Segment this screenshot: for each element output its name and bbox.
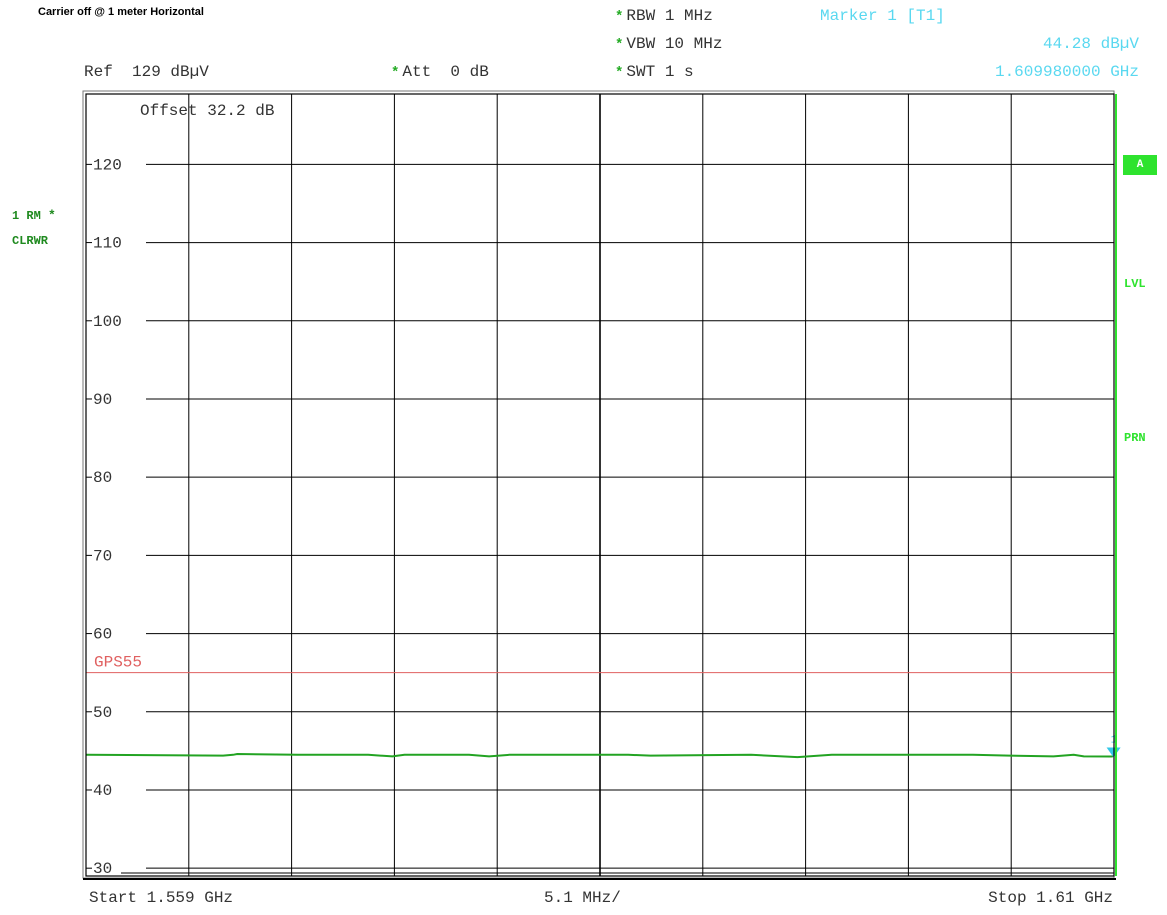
att-value: 0 dB bbox=[450, 63, 489, 81]
traces bbox=[85, 752, 1115, 759]
y-tick-label: 60 bbox=[93, 626, 112, 644]
y-tick-label: 30 bbox=[93, 860, 112, 878]
rbw-star: * bbox=[615, 9, 624, 25]
trace-a-badge: A bbox=[1123, 155, 1157, 175]
y-tick-label: 110 bbox=[93, 235, 122, 253]
trace-star: * bbox=[48, 208, 56, 223]
rbw: * RBW 1 MHz bbox=[615, 7, 713, 25]
inner-frame bbox=[85, 93, 1115, 877]
marker-label: Marker 1 [T1] bbox=[820, 7, 945, 25]
rbw-label: RBW bbox=[626, 7, 656, 25]
marker-frequency: 1.609980000 GHz bbox=[994, 63, 1139, 81]
prn-indicator: PRN bbox=[1124, 431, 1146, 445]
rbw-value: 1 MHz bbox=[664, 7, 713, 25]
trace-label: 1 RM * bbox=[12, 208, 56, 223]
swt-label: SWT bbox=[626, 63, 656, 81]
limit-line-label: GPS55 bbox=[94, 654, 142, 672]
limit-lines: GPS55 bbox=[86, 654, 1114, 674]
trace-label-text: 1 RM bbox=[12, 209, 41, 223]
vbw-label: VBW bbox=[626, 35, 656, 53]
y-tick-label: 120 bbox=[93, 156, 122, 174]
att-star: * bbox=[391, 65, 400, 81]
span-per-division: 5.1 MHz/ bbox=[544, 889, 621, 907]
y-tick-label: 70 bbox=[93, 547, 112, 565]
att-label: Att bbox=[402, 63, 432, 81]
trace-mode: CLRWR bbox=[12, 234, 49, 248]
chart-title: Carrier off @ 1 meter Horizontal bbox=[38, 6, 204, 18]
lvl-indicator: LVL bbox=[1124, 277, 1146, 291]
swt-value: 1 s bbox=[664, 63, 694, 81]
attenuation: * Att 0 dB bbox=[391, 63, 489, 81]
y-tick-label: 40 bbox=[93, 782, 112, 800]
y-ticks: 120 110 100 90 80 70 60 50 40 30 bbox=[93, 156, 122, 878]
marker-level: 44.28 dBµV bbox=[1042, 35, 1139, 53]
start-frequency: Start 1.559 GHz bbox=[89, 889, 234, 907]
outer-frame bbox=[82, 90, 1115, 879]
swt: * SWT 1 s bbox=[615, 63, 694, 81]
y-tick-label: 50 bbox=[93, 704, 112, 722]
ref-label: Ref bbox=[84, 63, 113, 81]
swt-star: * bbox=[615, 65, 624, 81]
stop-frequency: Stop 1.61 GHz bbox=[988, 889, 1113, 907]
plot-frame bbox=[82, 90, 1117, 880]
trace-1-line bbox=[85, 752, 1115, 759]
y-tick-label: 80 bbox=[93, 469, 112, 487]
ref-level: Ref 129 dBµV bbox=[84, 63, 209, 81]
vbw-star: * bbox=[615, 37, 624, 53]
vbw-value: 10 MHz bbox=[664, 35, 723, 53]
offset-text: Offset 32.2 dB bbox=[140, 102, 275, 120]
ref-value: 129 dBµV bbox=[132, 63, 209, 81]
y-tick-label: 90 bbox=[93, 391, 112, 409]
vbw: * VBW 10 MHz bbox=[615, 35, 722, 53]
y-tick-label: 100 bbox=[93, 313, 122, 331]
grid bbox=[86, 94, 1114, 876]
